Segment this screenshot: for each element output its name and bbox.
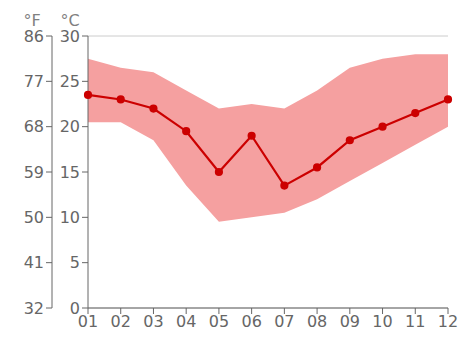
svg-text:32: 32 [24, 299, 44, 318]
svg-text:01: 01 [78, 312, 98, 331]
svg-text:03: 03 [143, 312, 163, 331]
svg-text:5: 5 [70, 253, 80, 272]
svg-text:68: 68 [24, 117, 44, 136]
svg-text:59: 59 [24, 163, 44, 182]
svg-text:20: 20 [60, 117, 80, 136]
svg-text:07: 07 [274, 312, 294, 331]
svg-text:°F: °F [23, 11, 40, 30]
svg-text:°C: °C [60, 11, 79, 30]
svg-text:41: 41 [24, 253, 44, 272]
svg-text:15: 15 [60, 163, 80, 182]
svg-text:25: 25 [60, 72, 80, 91]
svg-text:10: 10 [372, 312, 392, 331]
svg-text:08: 08 [307, 312, 327, 331]
svg-text:0: 0 [70, 299, 80, 318]
svg-text:09: 09 [340, 312, 360, 331]
svg-text:77: 77 [24, 72, 44, 91]
svg-text:10: 10 [60, 208, 80, 227]
svg-text:06: 06 [241, 312, 261, 331]
svg-text:50: 50 [24, 208, 44, 227]
svg-text:30: 30 [59, 26, 80, 46]
svg-text:02: 02 [111, 312, 131, 331]
svg-text:86: 86 [23, 26, 44, 46]
svg-text:12: 12 [438, 312, 458, 331]
svg-text:04: 04 [176, 312, 196, 331]
svg-text:11: 11 [405, 312, 425, 331]
svg-text:05: 05 [209, 312, 229, 331]
